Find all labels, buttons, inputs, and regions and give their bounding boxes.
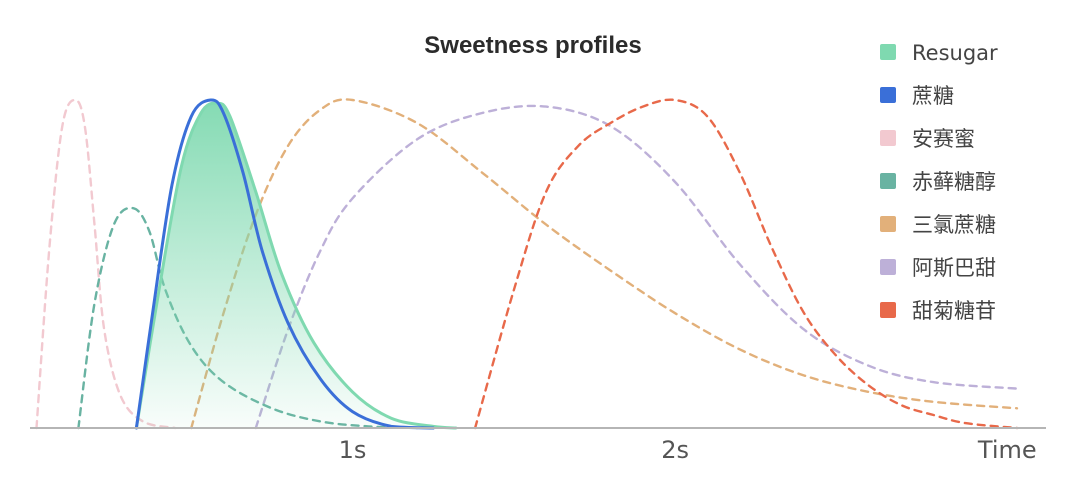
legend-swatch-0	[880, 44, 896, 60]
series-0-area	[136, 103, 456, 429]
legend-swatch-4	[880, 216, 896, 232]
legend-label-5: 阿斯巴甜	[912, 256, 996, 280]
legend-swatch-1	[880, 87, 896, 103]
legend-swatch-5	[880, 259, 896, 275]
x-axis-ticks: 1s 2s Time	[339, 436, 1037, 464]
legend-swatch-2	[880, 130, 896, 146]
legend-label-4: 三氯蔗糖	[912, 213, 996, 237]
series-2-line	[35, 98, 177, 430]
legend-label-0: Resugar	[912, 41, 998, 65]
series-1-line	[134, 98, 435, 430]
legend-label-6: 甜菊糖苷	[912, 299, 996, 323]
legend-label-2: 安赛蜜	[912, 127, 975, 151]
legend-label-1: 蔗糖	[912, 84, 954, 108]
legend-swatch-6	[880, 302, 896, 318]
series-0-line	[134, 101, 458, 430]
legend-swatch-3	[880, 173, 896, 189]
x-tick-label-2: Time	[977, 436, 1037, 464]
series-5-line	[254, 104, 1019, 430]
x-tick-label-0: 1s	[339, 436, 367, 464]
chart-title: Sweetness profiles	[424, 32, 641, 59]
x-tick-label-1: 2s	[661, 436, 689, 464]
series-6-line	[473, 98, 1019, 430]
legend-label-3: 赤藓糖醇	[912, 170, 996, 194]
series-layer	[35, 98, 1019, 430]
